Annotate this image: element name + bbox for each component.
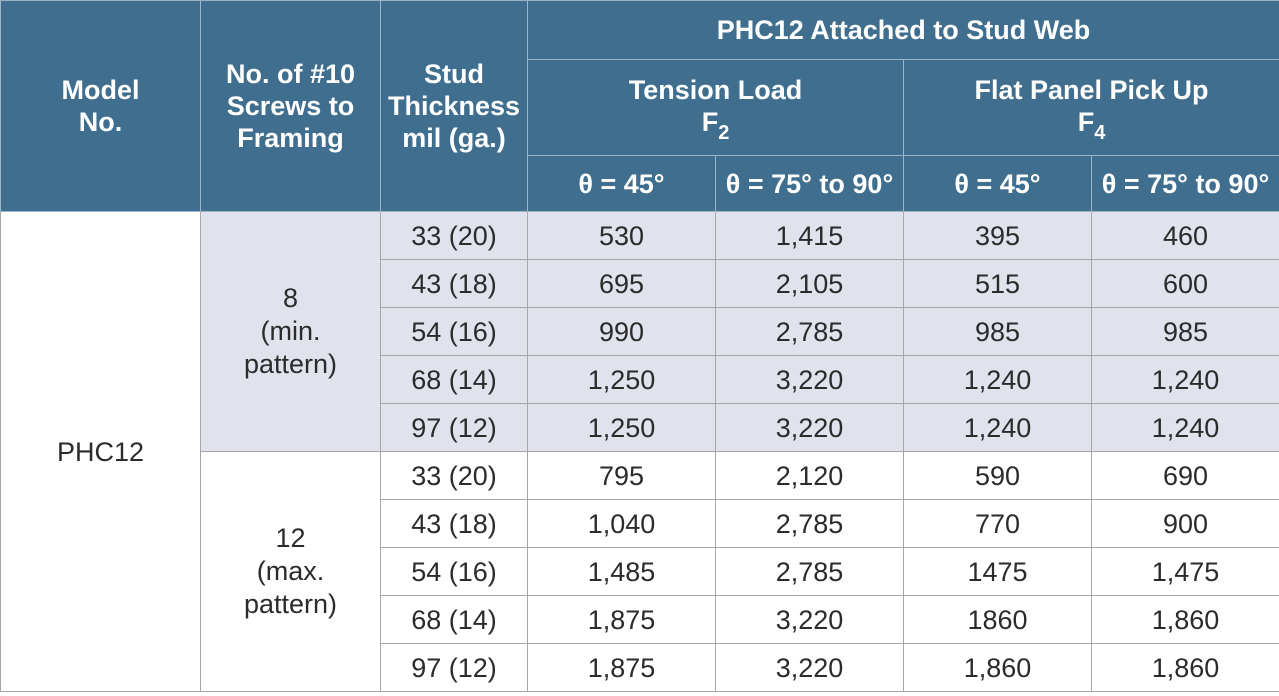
value-cell: 1,240 <box>903 403 1092 452</box>
table-row: PHC12 8 (min. pattern) 33 (20) 530 1,415… <box>0 211 1279 692</box>
table-row: 43 (18) 695 2,105 515 600 <box>1 259 1279 308</box>
value-cell: 1,475 <box>1090 547 1279 596</box>
header-model-line: Model <box>61 75 140 105</box>
stud-cell: 54 (16) <box>380 307 528 356</box>
header-flat: Flat Panel Pick Up F4 <box>902 59 1279 156</box>
screws-line: (max. <box>256 556 325 586</box>
value-cell: 395 <box>903 211 1092 260</box>
screws-cell: 8 (min. pattern) <box>200 211 381 452</box>
header-tension-label: Tension Load <box>628 75 803 105</box>
value-cell: 985 <box>1090 307 1279 356</box>
value-cell: 2,120 <box>715 451 904 500</box>
header-angle: θ = 75° to 90° <box>1090 155 1279 212</box>
value-cell: 530 <box>527 211 716 260</box>
stud-cell: 33 (20) <box>380 451 528 500</box>
value-cell: 600 <box>1090 259 1279 308</box>
table-header: Model No. No. of #10 Screws to Framing S… <box>0 0 1279 212</box>
screws-line: pattern) <box>243 349 338 379</box>
value-cell: 3,220 <box>715 643 904 692</box>
value-cell: 2,105 <box>715 259 904 308</box>
header-model: Model No. <box>0 0 201 212</box>
value-cell: 1,860 <box>903 643 1092 692</box>
value-cell: 1,875 <box>527 643 716 692</box>
table-row: 54 (16) 1,485 2,785 1475 1,475 <box>1 547 1279 596</box>
value-cell: 695 <box>527 259 716 308</box>
value-cell: 1,250 <box>527 355 716 404</box>
stud-cell: 54 (16) <box>380 547 528 596</box>
value-cell: 1,250 <box>527 403 716 452</box>
screws-cell: 12 (max. pattern) <box>200 451 381 692</box>
value-cell: 2,785 <box>715 499 904 548</box>
header-group: PHC12 Attached to Stud Web <box>526 0 1279 60</box>
value-cell: 590 <box>903 451 1092 500</box>
model-cell: PHC12 <box>0 211 201 692</box>
table-row: 43 (18) 1,040 2,785 770 900 <box>1 499 1279 548</box>
value-cell: 985 <box>903 307 1092 356</box>
header-tension-f: F <box>701 107 719 137</box>
stud-cell: 43 (18) <box>380 499 528 548</box>
header-angle: θ = 45° <box>903 155 1092 212</box>
screws-line: 12 <box>275 523 306 553</box>
value-cell: 690 <box>1090 451 1279 500</box>
value-cell: 460 <box>1090 211 1279 260</box>
value-cell: 1475 <box>903 547 1092 596</box>
value-cell: 1,240 <box>1090 355 1279 404</box>
stud-cell: 68 (14) <box>380 355 528 404</box>
table-row: 12 (max. pattern) 33 (20) 795 2,120 590 … <box>1 451 1279 692</box>
value-cell: 3,220 <box>715 595 904 644</box>
table-row: 54 (16) 990 2,785 985 985 <box>1 307 1279 356</box>
stud-cell: 97 (12) <box>380 643 528 692</box>
header-stud: Stud Thickness mil (ga.) <box>380 0 528 212</box>
value-cell: 2,785 <box>715 547 904 596</box>
header-angle: θ = 75° to 90° <box>715 155 904 212</box>
header-screws-line: Framing <box>237 123 344 153</box>
screws-line: pattern) <box>243 589 338 619</box>
value-cell: 2,785 <box>715 307 904 356</box>
value-cell: 990 <box>527 307 716 356</box>
value-cell: 900 <box>1090 499 1279 548</box>
value-cell: 1860 <box>903 595 1092 644</box>
header-tension-sub: 2 <box>718 122 730 144</box>
value-cell: 770 <box>903 499 1092 548</box>
value-cell: 1,860 <box>1090 643 1279 692</box>
header-flat-f: F <box>1077 107 1095 137</box>
header-screws-line: No. of #10 <box>225 59 356 89</box>
header-screws-line: Screws to <box>226 91 355 121</box>
value-cell: 1,415 <box>715 211 904 260</box>
stud-cell: 33 (20) <box>380 211 528 260</box>
value-cell: 1,040 <box>527 499 716 548</box>
header-flat-label: Flat Panel Pick Up <box>974 75 1209 105</box>
value-cell: 3,220 <box>715 403 904 452</box>
table-row: 97 (12) 1,875 3,220 1,860 1,860 <box>1 643 1279 692</box>
header-screws: No. of #10 Screws to Framing <box>200 0 381 212</box>
table-row: 97 (12) 1,250 3,220 1,240 1,240 <box>1 403 1279 452</box>
header-stud-line: Stud <box>424 59 484 89</box>
value-cell: 1,875 <box>527 595 716 644</box>
header-angle: θ = 45° <box>527 155 716 212</box>
header-stud-line: mil (ga.) <box>402 123 506 153</box>
screws-line: (min. <box>260 316 321 346</box>
value-cell: 1,860 <box>1090 595 1279 644</box>
header-model-line: No. <box>78 107 123 137</box>
header-flat-sub: 4 <box>1094 122 1106 144</box>
value-cell: 1,240 <box>1090 403 1279 452</box>
value-cell: 515 <box>903 259 1092 308</box>
screws-line: 8 <box>282 283 299 313</box>
value-cell: 3,220 <box>715 355 904 404</box>
value-cell: 1,485 <box>527 547 716 596</box>
header-tension: Tension Load F2 <box>527 59 904 156</box>
value-cell: 795 <box>527 451 716 500</box>
stud-cell: 97 (12) <box>380 403 528 452</box>
header-stud-line: Thickness <box>387 91 521 121</box>
stud-cell: 43 (18) <box>380 259 528 308</box>
table-body: PHC12 8 (min. pattern) 33 (20) 530 1,415… <box>0 211 1279 692</box>
stud-cell: 68 (14) <box>380 595 528 644</box>
value-cell: 1,240 <box>903 355 1092 404</box>
